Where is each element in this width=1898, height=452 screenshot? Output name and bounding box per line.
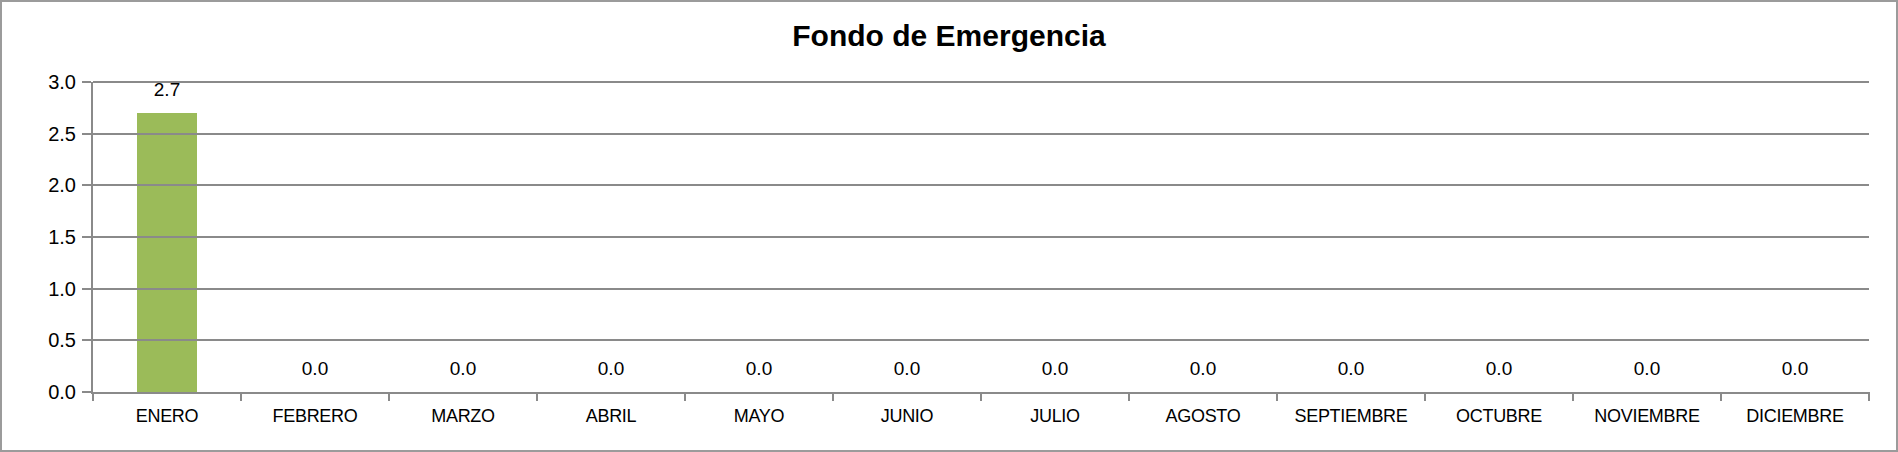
bar-value-label: 0.0 (1721, 359, 1869, 379)
x-axis-tick (240, 392, 242, 401)
gridline (93, 236, 1869, 238)
y-axis-tick-label: 2.5 (48, 123, 76, 145)
bar-value-label: 2.7 (93, 80, 241, 100)
bar-value-label: 0.0 (537, 359, 685, 379)
x-axis-tick (1424, 392, 1426, 401)
y-axis-tick-label: 0.0 (48, 381, 76, 403)
x-axis-category-label: DICIEMBRE (1706, 406, 1884, 426)
bar-value-label: 0.0 (1277, 359, 1425, 379)
y-axis-tick (82, 81, 91, 83)
y-axis-tick-label: 1.5 (48, 226, 76, 248)
gridline (93, 288, 1869, 290)
chart-title: Fondo de Emergencia (2, 18, 1896, 54)
y-axis-tick (82, 184, 91, 186)
x-axis-tick (1128, 392, 1130, 401)
bar-value-label: 0.0 (981, 359, 1129, 379)
bar-value-label: 0.0 (685, 359, 833, 379)
y-axis-tick-label: 2.0 (48, 174, 76, 196)
y-axis-labels: 0.00.51.01.52.02.53.0 (4, 82, 76, 392)
bar-value-label: 0.0 (1573, 359, 1721, 379)
bar-value-label: 0.0 (389, 359, 537, 379)
y-axis-tick (82, 339, 91, 341)
gridline (93, 184, 1869, 186)
x-axis-tick (388, 392, 390, 401)
y-axis-tick-label: 0.5 (48, 329, 76, 351)
y-axis-tick (82, 236, 91, 238)
y-axis-tick (82, 133, 91, 135)
gridline (93, 339, 1869, 341)
x-axis-tick (1868, 392, 1870, 401)
emergency-fund-chart: Fondo de Emergencia 0.0 0.5 1.0 1.5 2.0 2.5 3.… (0, 0, 1898, 452)
x-axis-tick (980, 392, 982, 401)
bar (137, 113, 196, 392)
x-axis-tick (684, 392, 686, 401)
bar-value-label: 0.0 (241, 359, 389, 379)
bar-value-label: 0.0 (833, 359, 981, 379)
bar-value-label: 0.0 (1425, 359, 1573, 379)
x-axis-tick (1572, 392, 1574, 401)
gridline (93, 133, 1869, 135)
x-axis-tick (832, 392, 834, 401)
y-axis-tick-label: 1.0 (48, 278, 76, 300)
x-axis-tick (536, 392, 538, 401)
y-axis-tick (82, 391, 91, 393)
x-axis-tick (1276, 392, 1278, 401)
bar-value-label: 0.0 (1129, 359, 1277, 379)
plot-area: 2.7ENERO0.0FEBRERO0.0MARZO0.0ABRIL0.0MAY… (93, 82, 1869, 392)
y-axis-tick-label: 3.0 (48, 71, 76, 93)
gridline (93, 81, 1869, 83)
x-axis-tick (92, 392, 94, 401)
x-axis-tick (1720, 392, 1722, 401)
y-axis-tick (82, 288, 91, 290)
